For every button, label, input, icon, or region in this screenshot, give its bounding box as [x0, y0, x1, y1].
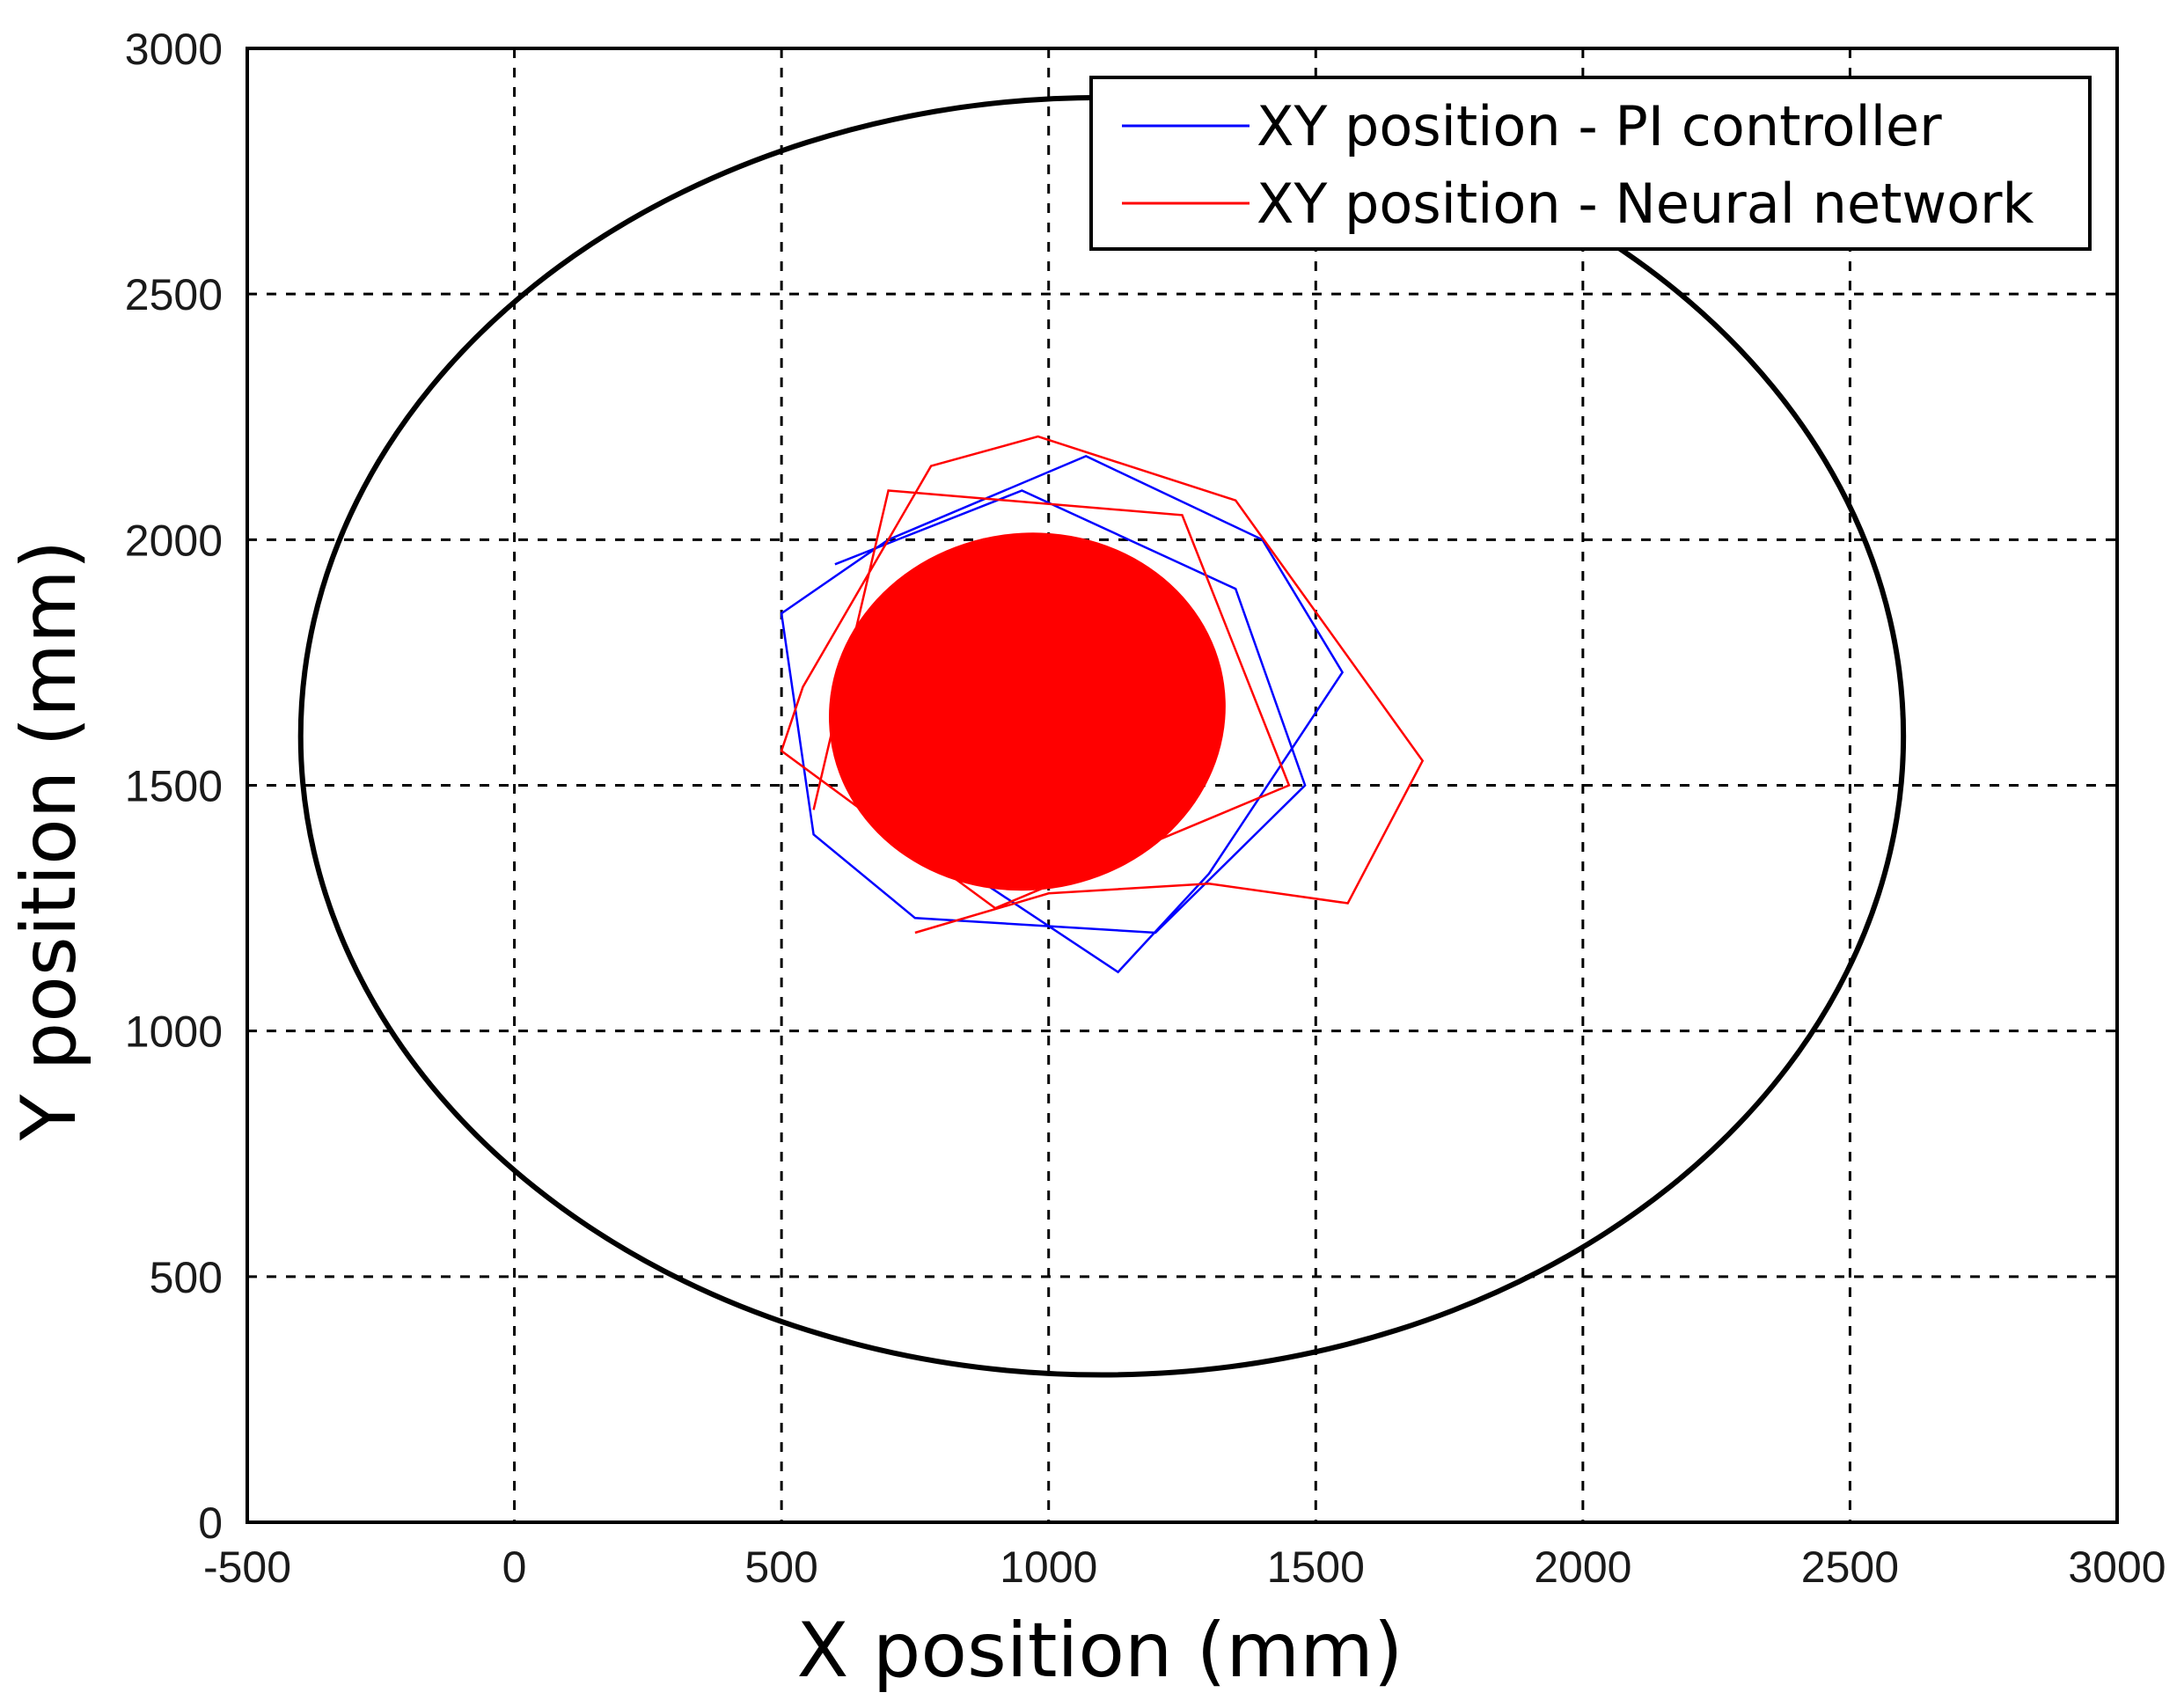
plot-frame [246, 47, 2119, 1524]
x-tick-label: 500 [744, 1542, 817, 1592]
series-path-outliers [780, 435, 1425, 934]
x-tick-label: 0 [502, 1542, 527, 1592]
y-tick-label: 2500 [125, 270, 223, 319]
x-tick-label: 1500 [1267, 1542, 1365, 1592]
x-tick-label: 1000 [1000, 1542, 1097, 1592]
legend: XY position - PI controller XY position … [1089, 76, 2092, 251]
tick-labels: -500 0 500 1000 1500 2000 2500 3000050010001500… [125, 25, 2166, 1592]
x-tick-label: 2500 [1801, 1542, 1899, 1592]
series-path-outliers [780, 455, 1345, 974]
x-tick-label: 3000 [2068, 1542, 2166, 1592]
y-tick-label: 2000 [125, 516, 223, 565]
x-axis-title: X position (mm) [797, 1607, 1403, 1695]
legend-label-neural-network: XY position - Neural network [1257, 172, 2034, 236]
series-layer [780, 435, 1425, 974]
y-axis-title: Y position (mm) [5, 540, 93, 1142]
y-tick-label: 500 [150, 1253, 223, 1302]
y-tick-label: 0 [198, 1498, 223, 1548]
y-tick-label: 3000 [125, 25, 223, 74]
x-tick-label: -500 [203, 1542, 291, 1592]
y-tick-label: 1000 [125, 1008, 223, 1057]
legend-label-pi-controller: XY position - PI controller [1257, 94, 1942, 158]
x-tick-label: 2000 [1534, 1542, 1631, 1592]
series-dense-core [828, 532, 1226, 891]
legend-box [1089, 76, 2092, 251]
y-tick-label: 1500 [125, 762, 223, 811]
